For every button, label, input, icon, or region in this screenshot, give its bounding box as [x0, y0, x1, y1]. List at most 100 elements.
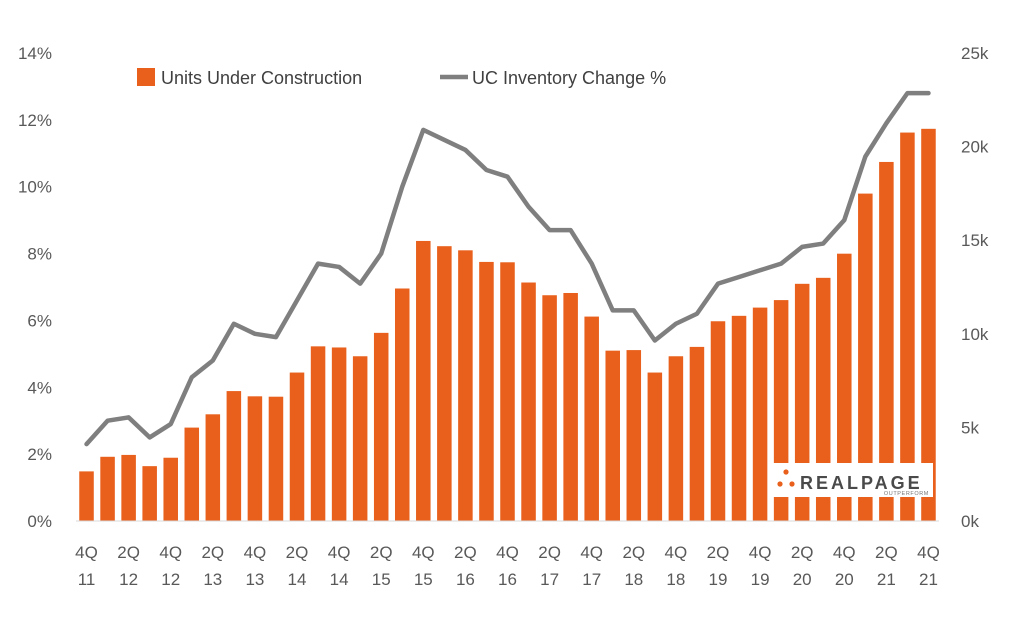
bar: [521, 282, 536, 521]
y-right-tick-label: 10k: [961, 325, 989, 344]
x-tick-label: 4Q: [159, 543, 182, 562]
x-tick-label: 12: [161, 570, 180, 589]
legend-label-units-under-construction: Units Under Construction: [161, 68, 362, 88]
bar: [331, 347, 347, 521]
y-left-tick-label: 12%: [18, 111, 52, 130]
y-axis-left: 0% 2% 4% 6% 8% 10% 12% 14%: [18, 44, 52, 531]
x-tick-label: 2Q: [454, 543, 477, 562]
y-right-tick-label: 5k: [961, 418, 979, 437]
x-tick-label: 20: [793, 570, 812, 589]
y-left-tick-label: 6%: [27, 311, 52, 330]
x-tick-label: 11: [78, 570, 96, 589]
x-tick-label: 2Q: [791, 543, 814, 562]
x-axis: 4Q 11 2Q 12 4Q 12 2Q 13 4Q 13 2Q 14 4Q 14 2Q 15 4Q 15 2Q 16…: [75, 543, 940, 589]
bar: [352, 356, 368, 521]
legend-swatch-units-under-construction: [137, 68, 155, 86]
x-tick-label: 17: [582, 570, 601, 589]
logo-background: [771, 463, 933, 497]
bar: [815, 277, 831, 521]
x-tick-label: 21: [919, 570, 938, 589]
bar: [731, 315, 747, 521]
x-tick-label: 4Q: [580, 543, 603, 562]
x-tick-label: 4Q: [328, 543, 351, 562]
bar: [437, 246, 452, 521]
x-tick-label: 2Q: [117, 543, 140, 562]
x-tick-label: 18: [624, 570, 643, 589]
x-tick-label: 16: [498, 570, 517, 589]
x-tick-label: 4Q: [244, 543, 267, 562]
x-tick-label: 4Q: [749, 543, 772, 562]
bar: [921, 128, 936, 521]
bar: [479, 261, 494, 521]
y-left-tick-label: 8%: [27, 245, 52, 264]
x-tick-label: 2Q: [201, 543, 224, 562]
x-tick-label: 4Q: [833, 543, 856, 562]
bar: [394, 288, 410, 521]
bar: [226, 391, 242, 521]
logo-tagline: OUTPERFORM: [884, 491, 929, 497]
y-left-tick-label: 0%: [27, 512, 52, 531]
legend-label-uc-inventory-change: UC Inventory Change %: [472, 68, 666, 88]
bar: [184, 427, 200, 521]
x-tick-label: 2Q: [538, 543, 561, 562]
bar: [163, 457, 178, 521]
bar: [289, 372, 305, 521]
x-tick-label: 17: [540, 570, 559, 589]
bar: [142, 466, 157, 521]
bar: [668, 356, 684, 521]
series-line: [84, 90, 931, 447]
bar: [647, 372, 663, 521]
y-right-tick-label: 0k: [961, 512, 979, 531]
line-series-uc-inventory-change: [84, 90, 931, 447]
x-tick-label: 16: [456, 570, 475, 589]
logo-dot: [789, 481, 795, 487]
legend: Units Under Construction UC Inventory Ch…: [137, 68, 666, 88]
y-left-tick-label: 14%: [18, 44, 52, 63]
x-tick-label: 4Q: [75, 543, 98, 562]
x-tick-label: 4Q: [412, 543, 435, 562]
y-right-tick-label: 15k: [961, 231, 989, 250]
x-tick-label: 19: [709, 570, 728, 589]
y-right-tick-label: 20k: [961, 138, 989, 157]
bar: [247, 396, 263, 521]
logo-dot: [783, 469, 789, 475]
bar: [858, 193, 873, 521]
x-tick-label: 4Q: [665, 543, 688, 562]
x-tick-label: 13: [203, 570, 222, 589]
bar: [626, 350, 642, 521]
x-tick-label: 4Q: [917, 543, 940, 562]
bar: [205, 414, 221, 521]
logo-dot: [777, 481, 783, 487]
y-left-tick-label: 10%: [18, 178, 52, 197]
bar: [79, 471, 94, 521]
bar: [373, 332, 389, 521]
x-tick-label: 18: [666, 570, 685, 589]
x-tick-label: 19: [751, 570, 770, 589]
bar: [837, 253, 852, 521]
bar: [689, 346, 705, 521]
x-tick-label: 15: [414, 570, 433, 589]
x-tick-label: 2Q: [875, 543, 898, 562]
bar: [752, 307, 768, 521]
bar: [500, 262, 515, 521]
y-left-tick-label: 4%: [27, 378, 52, 397]
x-tick-label: 4Q: [496, 543, 519, 562]
x-tick-label: 20: [835, 570, 854, 589]
x-tick-label: 12: [119, 570, 138, 589]
bar: [794, 283, 810, 521]
realpage-logo: REALPAGE OUTPERFORM: [771, 463, 933, 497]
x-tick-label: 13: [245, 570, 264, 589]
bar: [268, 396, 284, 521]
y-right-tick-label: 25k: [961, 44, 989, 63]
bar-series-units-under-construction: [79, 128, 936, 521]
bar: [710, 321, 726, 521]
y-axis-right: 0k 5k 10k 15k 20k 25k: [961, 44, 989, 531]
x-tick-label: 2Q: [370, 543, 393, 562]
x-tick-label: 2Q: [622, 543, 645, 562]
bar: [310, 346, 326, 521]
x-tick-label: 14: [288, 570, 307, 589]
x-tick-label: 21: [877, 570, 896, 589]
x-tick-label: 2Q: [707, 543, 730, 562]
x-tick-label: 15: [372, 570, 391, 589]
